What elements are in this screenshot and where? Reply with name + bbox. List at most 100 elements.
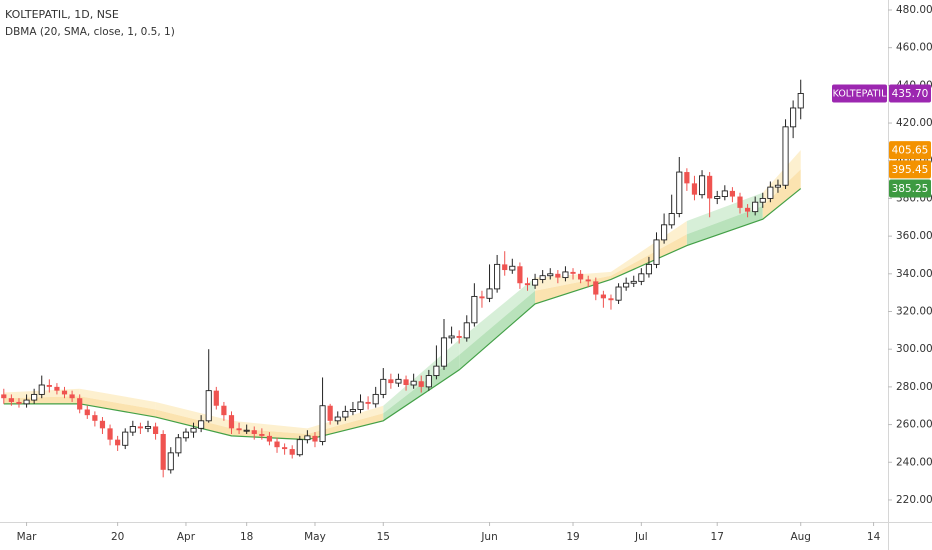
x-tick-label: Aug xyxy=(790,531,811,543)
candle-body xyxy=(23,399,30,405)
price-tag-label: 395.45 xyxy=(892,164,929,176)
candle-body xyxy=(630,280,637,284)
candle-body xyxy=(471,295,478,324)
candle-body xyxy=(236,428,242,431)
candle-body xyxy=(608,298,614,301)
candle-body xyxy=(115,439,121,446)
candle-body xyxy=(721,190,728,198)
candle-body xyxy=(190,427,197,433)
x-tick-label: May xyxy=(304,531,326,543)
candle-body xyxy=(539,275,546,280)
plot-area xyxy=(1,79,804,478)
candle-body xyxy=(266,435,273,442)
band-upper-fill xyxy=(535,271,611,291)
band-lower-fill xyxy=(762,169,801,220)
band-upper-fill xyxy=(459,277,536,355)
band-upper-fill xyxy=(686,192,763,235)
band-upper-fill xyxy=(610,221,687,276)
candle-body xyxy=(282,447,288,450)
y-tick-label: 340.00 xyxy=(896,268,932,280)
candle-body xyxy=(304,435,311,441)
y-tick-label: 460.00 xyxy=(896,42,932,54)
candle-body xyxy=(403,379,409,385)
candle-body xyxy=(198,420,205,429)
candle-body xyxy=(31,393,38,401)
band-upper-fill xyxy=(231,420,308,434)
candle-body xyxy=(767,186,774,199)
candle-body xyxy=(578,273,584,280)
x-tick-label: 19 xyxy=(566,531,579,543)
candle-body xyxy=(61,390,68,395)
candle-body xyxy=(259,433,265,436)
candle-body xyxy=(357,401,364,410)
candle-body xyxy=(425,375,432,388)
candle-body xyxy=(797,93,804,109)
candle-body xyxy=(547,273,554,277)
candle-body xyxy=(494,263,501,290)
candle-body xyxy=(661,224,668,241)
candle-body xyxy=(759,197,766,203)
candle-body xyxy=(517,266,523,284)
candle-body xyxy=(137,426,144,429)
y-tick-label: 220.00 xyxy=(896,494,932,506)
candle-body xyxy=(532,279,539,286)
band-upper-fill xyxy=(155,401,232,429)
price-tag-label: 435.70 xyxy=(892,88,929,100)
candle-body xyxy=(752,201,759,213)
candle-body xyxy=(502,264,508,271)
candle-body xyxy=(782,126,789,186)
candle-body xyxy=(38,384,45,395)
candle-body xyxy=(479,296,485,299)
band-upper-fill xyxy=(79,388,156,410)
price-tag xyxy=(889,160,931,179)
candle-body xyxy=(509,265,516,271)
x-tick-label: Mar xyxy=(17,531,37,543)
band-line xyxy=(3,188,802,441)
y-tick-label: 300.00 xyxy=(896,343,932,355)
candle-body xyxy=(774,184,781,188)
candle-body xyxy=(16,401,22,404)
symbol-tag xyxy=(832,84,887,103)
candle-body xyxy=(456,336,462,338)
x-tick-label: 18 xyxy=(240,531,253,543)
candle-body xyxy=(46,384,52,387)
candle-body xyxy=(562,271,569,279)
candle-body xyxy=(638,273,645,282)
candle-body xyxy=(312,435,318,442)
y-tick-label: 420.00 xyxy=(896,117,932,129)
candle-body xyxy=(144,426,152,429)
candle-body xyxy=(388,379,394,384)
candle-body xyxy=(319,405,326,442)
y-tick-label: 280.00 xyxy=(896,381,932,393)
x-tick-label: 17 xyxy=(711,531,724,543)
candle-body xyxy=(668,213,675,226)
candle-body xyxy=(615,286,622,301)
y-tick-label: 320.00 xyxy=(896,306,932,318)
indicator-legend: DBMA (20, SMA, close, 1, 0.5, 1) xyxy=(5,26,175,38)
candle-body xyxy=(433,365,440,377)
candle-body xyxy=(152,426,159,434)
candle-body xyxy=(182,431,189,439)
x-tick-label: 15 xyxy=(377,531,390,543)
chart-title: KOLTEPATIL, 1D, NSE xyxy=(5,8,119,21)
price-tag xyxy=(889,141,931,160)
candle-body xyxy=(600,294,606,299)
candle-body xyxy=(699,175,706,196)
candle-body xyxy=(122,431,129,446)
candle-body xyxy=(160,433,166,470)
x-tick-label: Apr xyxy=(177,531,196,543)
price-tag-label: 405.65 xyxy=(892,145,929,157)
candle-body xyxy=(380,378,387,395)
candle-body xyxy=(342,410,349,418)
candle-body xyxy=(213,390,219,406)
symbol-tag-label: KOLTEPATIL xyxy=(833,88,887,99)
candle-body xyxy=(289,449,295,455)
candle-body xyxy=(205,390,212,422)
y-tick-label: 260.00 xyxy=(896,419,932,431)
candle-body xyxy=(349,409,356,412)
x-tick-label: Jun xyxy=(480,531,497,543)
candle-body xyxy=(1,394,7,399)
candle-body xyxy=(585,279,591,282)
band-lower-fill xyxy=(686,205,763,246)
candle-body xyxy=(691,183,698,195)
